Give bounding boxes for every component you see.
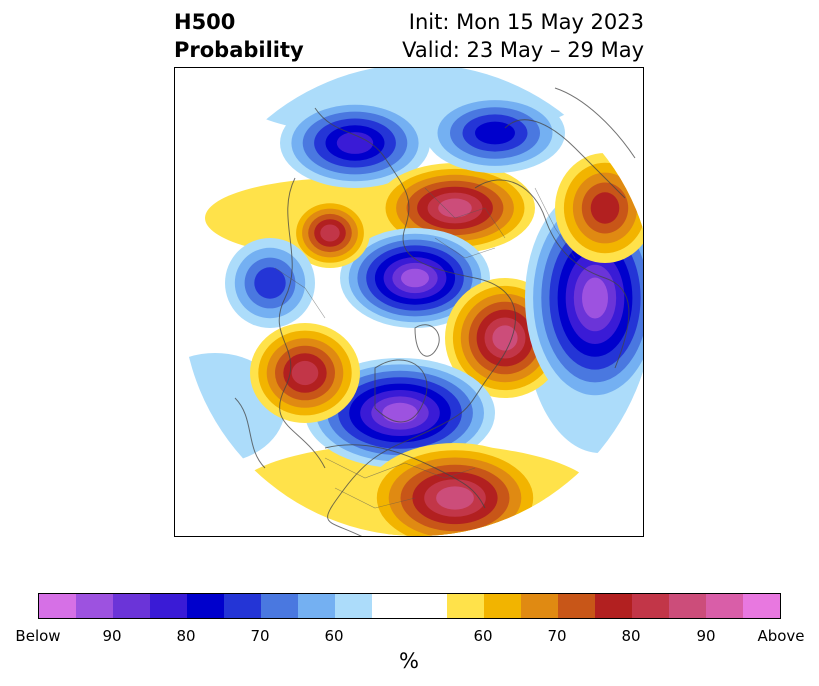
colorbar-tick-label: 80: [176, 627, 196, 645]
below-anomaly-contour: [582, 277, 608, 319]
colorbar-segment: [631, 594, 669, 618]
below-anomaly-contour: [254, 267, 286, 299]
above-anomaly-contour: [492, 325, 518, 351]
colorbar-tick-label: 70: [547, 627, 567, 645]
probability-map: [174, 67, 644, 537]
title-variable: H500: [174, 10, 236, 34]
colorbar-tick-label: 60: [324, 627, 344, 645]
colorbar-segment: [594, 594, 632, 618]
boundaries: [274, 187, 576, 509]
above-anomaly-contour: [291, 360, 319, 386]
below-anomaly-contour: [336, 132, 374, 154]
below-anomaly-contour: [382, 402, 418, 424]
colorbar-segment: [705, 594, 743, 618]
colorbar-segment: [409, 594, 447, 618]
colorbar-segment: [668, 594, 706, 618]
colorbar: [38, 593, 781, 619]
colorbar-segment: [483, 594, 521, 618]
title-right: Init: Mon 15 May 2023 Valid: 23 May – 29…: [402, 8, 644, 64]
valid-range: Valid: 23 May – 29 May: [402, 38, 644, 62]
colorbar-segment: [372, 594, 410, 618]
colorbar-segment: [520, 594, 558, 618]
colorbar-segment: [113, 594, 151, 618]
map-canvas: [182, 68, 643, 536]
above-anomaly-contour: [320, 224, 340, 242]
colorbar-tick-label: 90: [102, 627, 122, 645]
colorbar-segment: [742, 594, 780, 618]
colorbar-tick-label: 90: [696, 627, 716, 645]
colorbar-tick-label: 80: [621, 627, 641, 645]
title-left: H500 Probability: [174, 8, 304, 64]
below-anomaly-contour: [401, 268, 429, 288]
colorbar-segment: [187, 594, 225, 618]
colorbar-segment: [557, 594, 595, 618]
colorbar-segment: [76, 594, 114, 618]
colorbar-segment: [335, 594, 373, 618]
colorbar-segment: [261, 594, 299, 618]
colorbar-segment: [298, 594, 336, 618]
coastlines: [234, 87, 636, 536]
colorbar-segment: [446, 594, 484, 618]
above-anomaly-contour: [438, 198, 472, 218]
colorbar-tick-label: Below: [15, 627, 61, 645]
above-anomaly-contour: [590, 192, 620, 224]
colorbar-segment: [150, 594, 188, 618]
colorbar-tick-label: 60: [473, 627, 493, 645]
anomaly-blobs: [225, 93, 643, 536]
colorbar-segment: [224, 594, 262, 618]
colorbar-tick-label: 70: [250, 627, 270, 645]
title-product: Probability: [174, 38, 304, 62]
above-anomaly-contour: [436, 486, 474, 510]
colorbar-segment: [39, 594, 77, 618]
init-date: Init: Mon 15 May 2023: [408, 10, 644, 34]
colorbar-unit: %: [399, 649, 419, 673]
anomaly-field: [182, 68, 643, 536]
colorbar-tick-label: Above: [757, 627, 805, 645]
